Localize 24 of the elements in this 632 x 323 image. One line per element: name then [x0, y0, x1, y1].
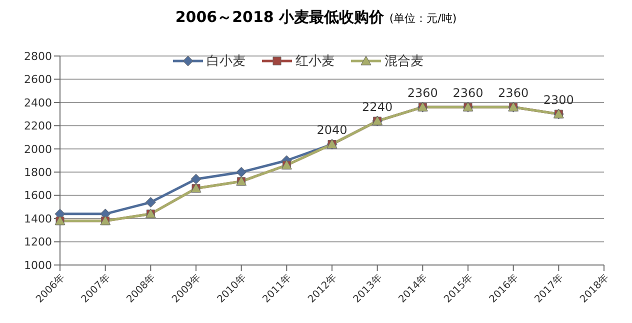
point: [145, 197, 156, 208]
data-label: 2300: [543, 93, 574, 108]
point: [236, 166, 247, 178]
legend-label: 红小麦: [294, 53, 334, 70]
data-label: 2040: [316, 123, 348, 138]
y-tick-label: 1400: [24, 212, 52, 226]
y-tick-label: 1000: [24, 258, 52, 272]
legend-label: 混合麦: [384, 53, 424, 70]
y-tick-label: 1800: [24, 166, 52, 180]
data-label: 2360: [407, 86, 438, 100]
y-tick-label: 2200: [24, 120, 52, 133]
data-label: 2360: [452, 86, 484, 100]
y-tick-label: 1600: [24, 189, 52, 202]
chart-title: 2006～2018 小麦最低收购价: [175, 8, 384, 26]
chart-subtitle: (单位：元/吨): [389, 12, 457, 25]
point: [190, 174, 202, 184]
y-tick-label: 1200: [24, 236, 52, 249]
data-label: 2360: [498, 86, 529, 100]
legend-label: 白小麦: [206, 53, 246, 70]
y-tick-label: 2800: [24, 50, 52, 63]
data-label: 2240: [362, 100, 393, 114]
y-tick-label: 2400: [24, 96, 52, 110]
y-tick-label: 2000: [24, 142, 52, 156]
y-tick-label: 2600: [24, 73, 52, 86]
